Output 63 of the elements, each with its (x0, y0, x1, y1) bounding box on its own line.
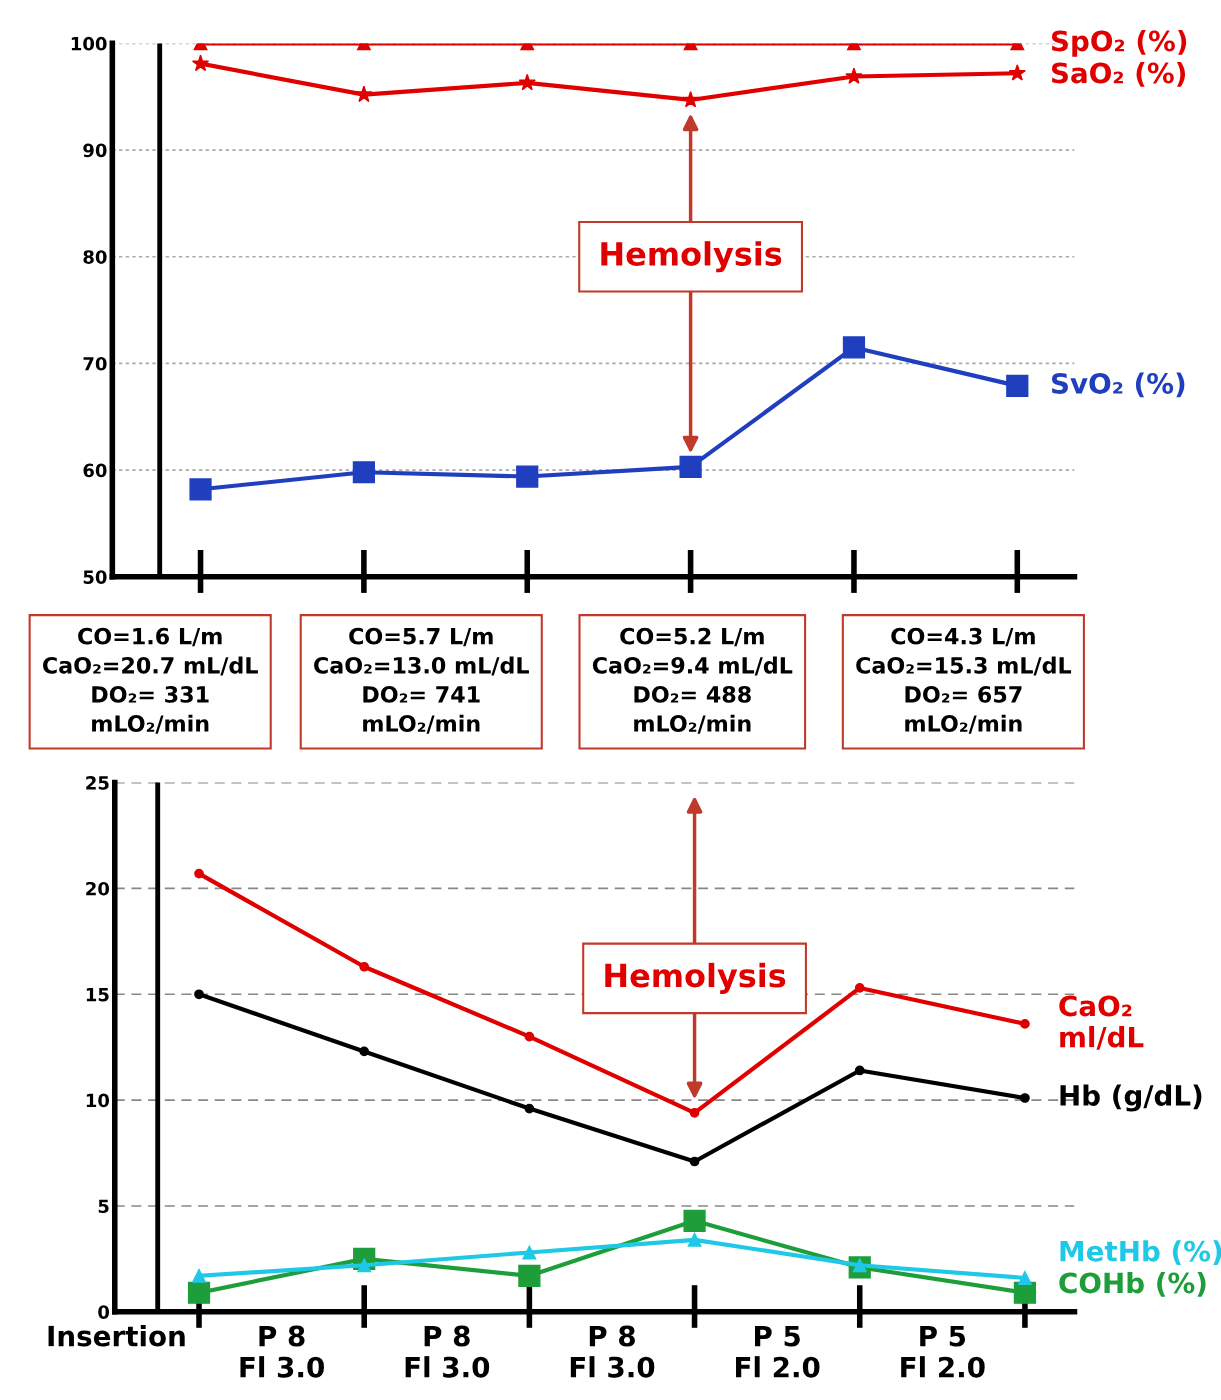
text: CO=5.7 L/m CaO₂=13.0 mL/dL DO₂= 741 mLO₂/min (314, 627, 529, 734)
point (524, 1031, 535, 1042)
point (359, 1046, 370, 1057)
text: P 5 Fl 2.0 (736, 1325, 820, 1378)
series-label: SaO₂ (%) (1051, 61, 1186, 87)
point (854, 1065, 865, 1076)
point (1013, 1281, 1037, 1304)
series-label: CaO₂ ml/dL (1059, 995, 1144, 1050)
text: CO=1.6 L/m CaO₂=20.7 mL/dL DO₂= 331 mLO₂/min (42, 627, 258, 734)
point (681, 90, 700, 108)
point (683, 1209, 706, 1232)
series-label: SpO₂ (%) (1051, 29, 1187, 57)
point (687, 1232, 702, 1247)
point (854, 983, 865, 993)
text: P 5 Fl 2.0 (901, 1325, 985, 1378)
point (1008, 64, 1026, 81)
text: CO=4.3 L/m CaO₂=15.3 mL/dL DO₂= 657 mLO₂/min (856, 627, 1072, 734)
point (1006, 374, 1029, 397)
point (516, 465, 539, 488)
text: P 8 Fl 3.0 (405, 1325, 490, 1378)
series-label: COHb (%) (1059, 1271, 1206, 1297)
point (352, 461, 376, 484)
y-tick-label: 90 (83, 143, 107, 158)
y-tick-label: 80 (83, 250, 107, 264)
point (192, 1268, 206, 1283)
point (845, 67, 863, 84)
annotation: Hemolysis (601, 241, 782, 273)
y-tick-label: 70 (83, 356, 107, 371)
point (191, 54, 210, 72)
point (187, 1281, 211, 1304)
point (842, 336, 866, 359)
text: CO=5.2 L/m CaO₂=9.4 mL/dL DO₂= 488 mLO₂/min (592, 627, 793, 734)
y-tick-label: 100 (71, 36, 107, 51)
text: P 8 Fl 3.0 (570, 1325, 655, 1378)
y-tick-label: 0 (98, 1305, 110, 1319)
y-tick-label: 5 (98, 1199, 109, 1214)
point (189, 478, 212, 501)
point (355, 85, 373, 103)
series-label: MetHb (%) (1060, 1240, 1221, 1265)
text: Insertion (48, 1325, 185, 1347)
point (689, 1107, 700, 1118)
y-tick-label: 15 (86, 987, 109, 1002)
series-label: SvO₂ (%) (1051, 372, 1185, 398)
point (518, 1264, 541, 1287)
text: P 8 Fl 3.0 (240, 1325, 324, 1378)
annotation: Hemolysis (605, 962, 786, 994)
point (679, 455, 702, 479)
point (524, 1103, 535, 1114)
y-tick-label: 20 (86, 881, 110, 896)
point (522, 1245, 537, 1260)
y-tick-label: 50 (83, 570, 107, 584)
point (1020, 1093, 1030, 1103)
y-tick-label: 10 (86, 1093, 110, 1108)
point (689, 1156, 700, 1167)
point (194, 989, 204, 1000)
point (1020, 1019, 1030, 1029)
point (1017, 1270, 1032, 1285)
y-tick-label: 60 (83, 463, 107, 478)
point (359, 961, 370, 972)
series-label: Hb (g/dL) (1060, 1084, 1202, 1112)
point (518, 73, 536, 91)
y-tick-label: 25 (86, 776, 109, 790)
point (194, 868, 204, 879)
